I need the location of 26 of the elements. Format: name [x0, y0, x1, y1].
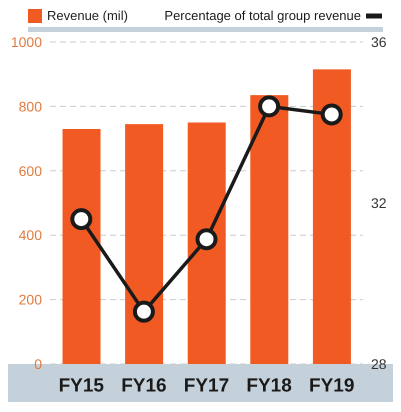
bar: [312, 69, 351, 364]
text: Percentage of total group revenue: [164, 8, 362, 23]
bar: [188, 122, 226, 364]
y-tick-label: 1000: [10, 34, 42, 50]
x-tick-label: FY17: [184, 375, 230, 396]
y2-tick-label: 32: [371, 194, 387, 211]
bar: [125, 124, 164, 364]
point: [70, 208, 92, 230]
y2-tick-label: 28: [371, 356, 387, 372]
x-tick-label: FY19: [308, 375, 354, 396]
y-tick-label: 600: [18, 162, 42, 179]
y-tick-label: 400: [18, 227, 42, 244]
y-tick-label: 800: [18, 98, 42, 114]
point: [132, 300, 155, 323]
bar: [250, 95, 288, 364]
legend-label: Revenue (mil): [46, 8, 128, 23]
x-tick-label: FY15: [58, 375, 104, 396]
point: [196, 228, 218, 250]
y-tick-label: 200: [18, 292, 42, 308]
point: [320, 103, 343, 126]
y2-tick-label: 36: [371, 34, 387, 50]
x-tick-label: FY18: [246, 375, 292, 396]
x-tick-label: FY16: [121, 375, 167, 396]
point: [258, 95, 280, 118]
y-tick-label: 0: [34, 356, 42, 372]
bar: [62, 128, 101, 364]
